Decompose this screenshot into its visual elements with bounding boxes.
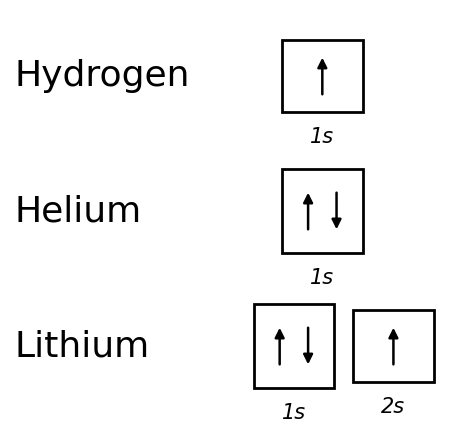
Text: 2s: 2s — [382, 397, 405, 417]
Bar — [254, 304, 334, 388]
Bar — [353, 310, 434, 382]
Text: 1s: 1s — [282, 403, 306, 422]
Text: 1s: 1s — [310, 268, 334, 288]
Text: Hydrogen: Hydrogen — [14, 59, 190, 93]
Text: 1s: 1s — [310, 127, 334, 146]
Bar — [282, 169, 363, 253]
Text: Lithium: Lithium — [14, 329, 149, 363]
Text: Helium: Helium — [14, 194, 141, 228]
Bar — [282, 40, 363, 112]
